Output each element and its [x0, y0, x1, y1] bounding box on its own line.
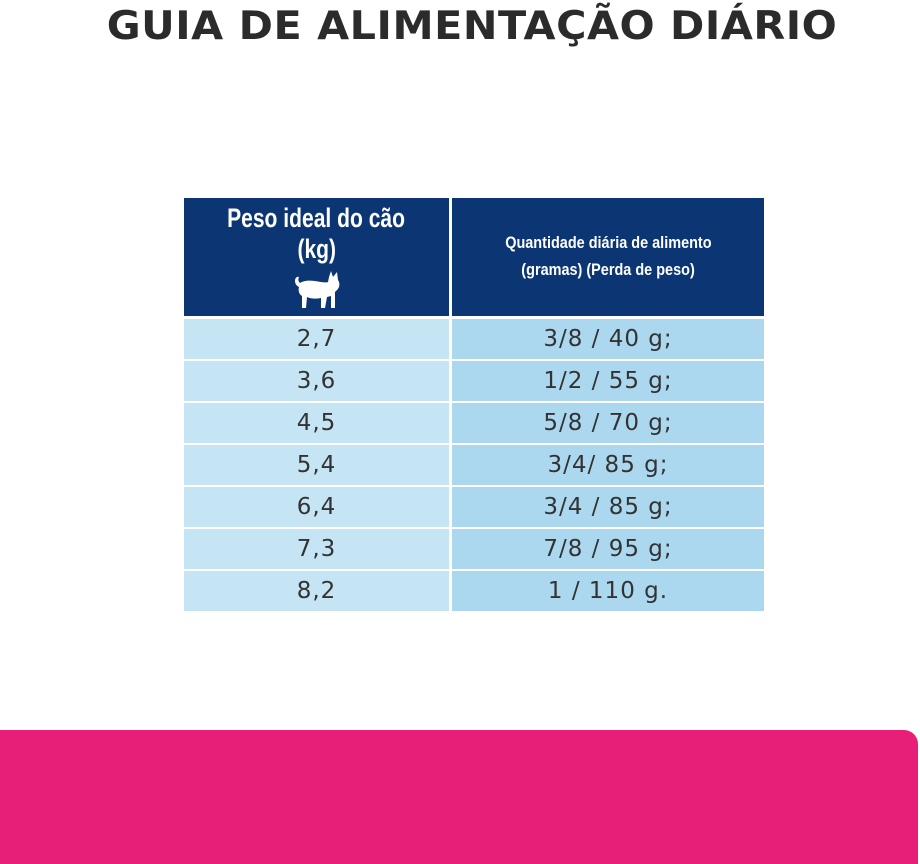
- table-row: 8,2 1 / 110 g.: [184, 571, 764, 611]
- header-weight-unit: (kg): [297, 234, 336, 264]
- table-row: 5,4 3/4/ 85 g;: [184, 445, 764, 485]
- row-divider: [449, 319, 452, 359]
- weight-cell: 8,2: [184, 571, 449, 611]
- header-weight-label: Peso ideal do cão: [227, 203, 406, 233]
- weight-cell: 6,4: [184, 487, 449, 527]
- amount-cell: 3/8 / 40 g;: [452, 319, 764, 359]
- amount-cell: 3/4/ 85 g;: [452, 445, 764, 485]
- row-divider: [449, 529, 452, 569]
- header-weight-cell: Peso ideal do cão (kg): [184, 198, 449, 316]
- table-row: 3,6 1/2 / 55 g;: [184, 361, 764, 401]
- feeding-guide-table: Peso ideal do cão (kg) Quantidade diária…: [184, 198, 764, 611]
- amount-cell: 5/8 / 70 g;: [452, 403, 764, 443]
- table-row: 7,3 7/8 / 95 g;: [184, 529, 764, 569]
- weight-cell: 7,3: [184, 529, 449, 569]
- table-row: 4,5 5/8 / 70 g;: [184, 403, 764, 443]
- page-title: GUIA DE ALIMENTAÇÃO DIÁRIO: [106, 4, 838, 49]
- header-amount-label: Quantidade diária de alimento: [504, 233, 712, 252]
- row-divider: [449, 403, 452, 443]
- header-amount-sublabel: (gramas) (Perda de peso): [521, 260, 695, 279]
- row-divider: [449, 487, 452, 527]
- header-divider: [449, 198, 452, 316]
- amount-cell: 1 / 110 g.: [452, 571, 764, 611]
- pink-footer-band: [0, 730, 918, 864]
- header-amount-cell: Quantidade diária de alimento (gramas) (…: [452, 198, 764, 316]
- table-row: 6,4 3/4 / 85 g;: [184, 487, 764, 527]
- amount-cell: 1/2 / 55 g;: [452, 361, 764, 401]
- weight-cell: 4,5: [184, 403, 449, 443]
- amount-cell: 3/4 / 85 g;: [452, 487, 764, 527]
- row-divider: [449, 571, 452, 611]
- row-divider: [449, 445, 452, 485]
- table-row: 2,7 3/8 / 40 g;: [184, 319, 764, 359]
- weight-cell: 3,6: [184, 361, 449, 401]
- weight-cell: 5,4: [184, 445, 449, 485]
- table-header-row: Peso ideal do cão (kg) Quantidade diária…: [184, 198, 764, 316]
- cat-icon: [294, 271, 339, 308]
- row-divider: [449, 361, 452, 401]
- amount-cell: 7/8 / 95 g;: [452, 529, 764, 569]
- table-body: 2,7 3/8 / 40 g; 3,6 1/2 / 55 g; 4,5 5/8 …: [184, 319, 764, 611]
- weight-cell: 2,7: [184, 319, 449, 359]
